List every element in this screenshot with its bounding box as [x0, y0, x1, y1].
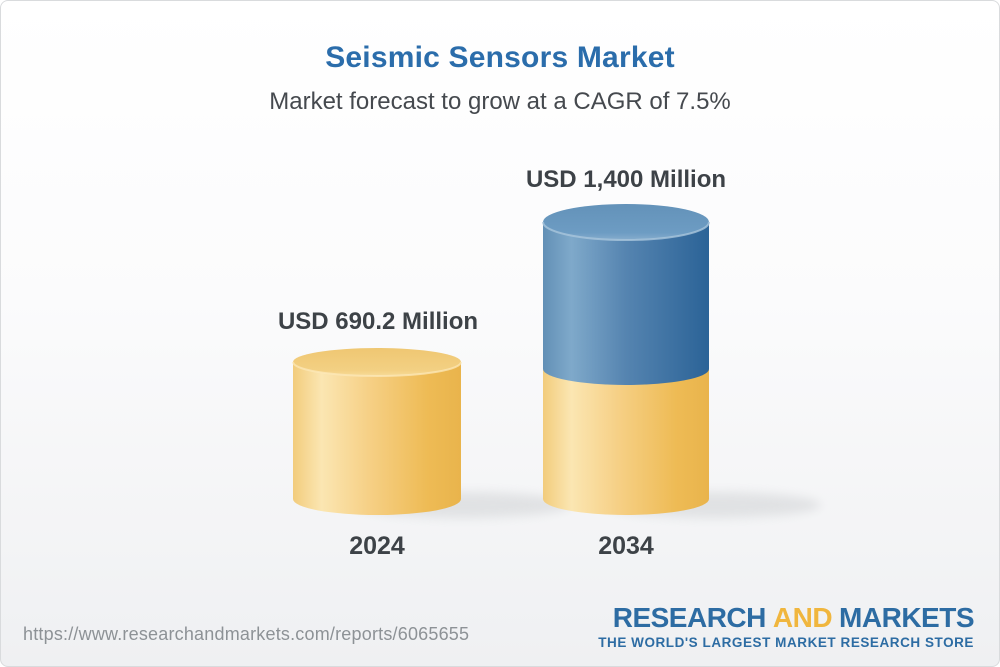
bar-2034-cap	[543, 204, 709, 240]
bar-2034-base-segment	[543, 369, 709, 515]
bar-2034-cap-rim	[542, 221, 710, 241]
research-and-markets-logo: RESEARCH AND MARKETS THE WORLD'S LARGEST M…	[598, 602, 975, 651]
x-axis-label-2024: 2024	[349, 532, 405, 560]
logo-wordmark: RESEARCH AND MARKETS	[598, 602, 975, 633]
report-url: https://www.researchandmarkets.com/repor…	[23, 624, 470, 644]
chart-title: Seismic Sensors Market	[325, 41, 675, 74]
x-axis-label-2034: 2034	[598, 532, 654, 560]
value-label-2024: USD 690.2 Million	[277, 308, 479, 335]
value-label-2034: USD 1,400 Million	[525, 166, 727, 193]
logo-word-markets: MARKETS	[839, 602, 974, 633]
logo-word-and: AND	[772, 602, 833, 633]
chart-subtitle: Market forecast to grow at a CAGR of 7.5…	[269, 88, 731, 115]
bar-2024-cap	[293, 348, 461, 376]
logo-tagline: THE WORLD'S LARGEST MARKET RESEARCH STOR…	[598, 635, 974, 650]
logo-word-research: RESEARCH	[612, 602, 767, 633]
bar-2024-body	[293, 362, 461, 515]
bar-2034-growth-segment	[543, 222, 709, 385]
bar-2024-cap-rim	[292, 361, 462, 377]
